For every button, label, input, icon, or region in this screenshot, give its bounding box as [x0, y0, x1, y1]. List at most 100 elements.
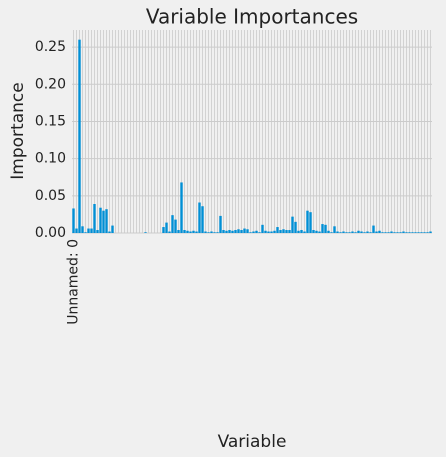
bar [204, 231, 207, 233]
bar [417, 232, 420, 233]
bar [399, 232, 402, 233]
bar [378, 230, 381, 233]
bar [402, 231, 405, 233]
bar [234, 230, 237, 233]
bar [171, 215, 174, 233]
bar [384, 232, 387, 233]
bar [333, 226, 336, 233]
bar [285, 230, 288, 233]
bar [291, 216, 294, 233]
bar [324, 224, 327, 233]
bar [243, 228, 246, 233]
bar [345, 232, 348, 233]
bar [408, 232, 411, 233]
bar [78, 39, 81, 233]
bar [210, 231, 213, 233]
chart-title: Variable Importances [146, 5, 358, 29]
bar [282, 229, 285, 233]
bar [183, 230, 186, 233]
bar [348, 232, 351, 233]
bar [267, 231, 270, 233]
bar [108, 231, 111, 233]
bar [309, 212, 312, 233]
bar [381, 232, 384, 233]
bar [216, 232, 219, 233]
bar [249, 232, 252, 233]
bar [387, 232, 390, 233]
bar [219, 215, 222, 233]
bar [390, 231, 393, 233]
bar [87, 228, 90, 233]
bar [72, 208, 75, 233]
bar [393, 232, 396, 233]
bar [186, 230, 189, 233]
bar [306, 210, 309, 233]
bar [207, 232, 210, 233]
bar [96, 230, 99, 233]
bar [369, 232, 372, 233]
bar [363, 232, 366, 233]
bar [177, 230, 180, 233]
bar [276, 227, 279, 233]
y-tick-label: 0.10 [35, 151, 66, 167]
bar [297, 230, 300, 233]
bar [339, 232, 342, 233]
bar [315, 230, 318, 233]
bar [174, 219, 177, 233]
bar [330, 232, 333, 233]
bar [84, 232, 87, 233]
bar [90, 228, 93, 233]
bar [255, 230, 258, 233]
y-tick-label: 0.05 [35, 188, 66, 204]
bar [405, 232, 408, 233]
bar [105, 209, 108, 233]
bar [261, 224, 264, 233]
bar [372, 225, 375, 233]
bar [303, 231, 306, 233]
bar [81, 226, 84, 233]
bar [336, 231, 339, 233]
bar [294, 221, 297, 233]
bar [75, 228, 78, 233]
bar [144, 232, 147, 233]
bar [180, 182, 183, 233]
bar [225, 230, 228, 233]
bar [201, 206, 204, 233]
bar [195, 231, 198, 233]
bar [321, 224, 324, 233]
bar [246, 229, 249, 233]
bar [360, 231, 363, 233]
bar [222, 230, 225, 233]
bar [366, 231, 369, 233]
bar [228, 230, 231, 233]
bar [414, 232, 417, 233]
bar [357, 230, 360, 233]
bar [168, 231, 171, 233]
y-tick-label: 0.25 [35, 39, 66, 55]
y-tick-label: 0.00 [35, 225, 66, 241]
bar [93, 204, 96, 233]
y-axis-label: Importance [8, 82, 28, 179]
bar [213, 232, 216, 233]
bar [429, 231, 432, 233]
bar [258, 232, 261, 233]
x-axis-label: Variable [218, 432, 287, 452]
bar [426, 232, 429, 233]
bar [351, 231, 354, 233]
bar [420, 232, 423, 233]
bar [198, 202, 201, 233]
bar [102, 210, 105, 233]
bar [189, 231, 192, 233]
bar [273, 230, 276, 233]
bar [237, 229, 240, 233]
bar [252, 231, 255, 233]
bar [300, 230, 303, 233]
bar [318, 231, 321, 233]
bar [240, 230, 243, 233]
y-tick-label: 0.20 [35, 76, 66, 92]
bar [396, 232, 399, 233]
bar [162, 227, 165, 233]
bar [231, 230, 234, 233]
bar [279, 230, 282, 233]
